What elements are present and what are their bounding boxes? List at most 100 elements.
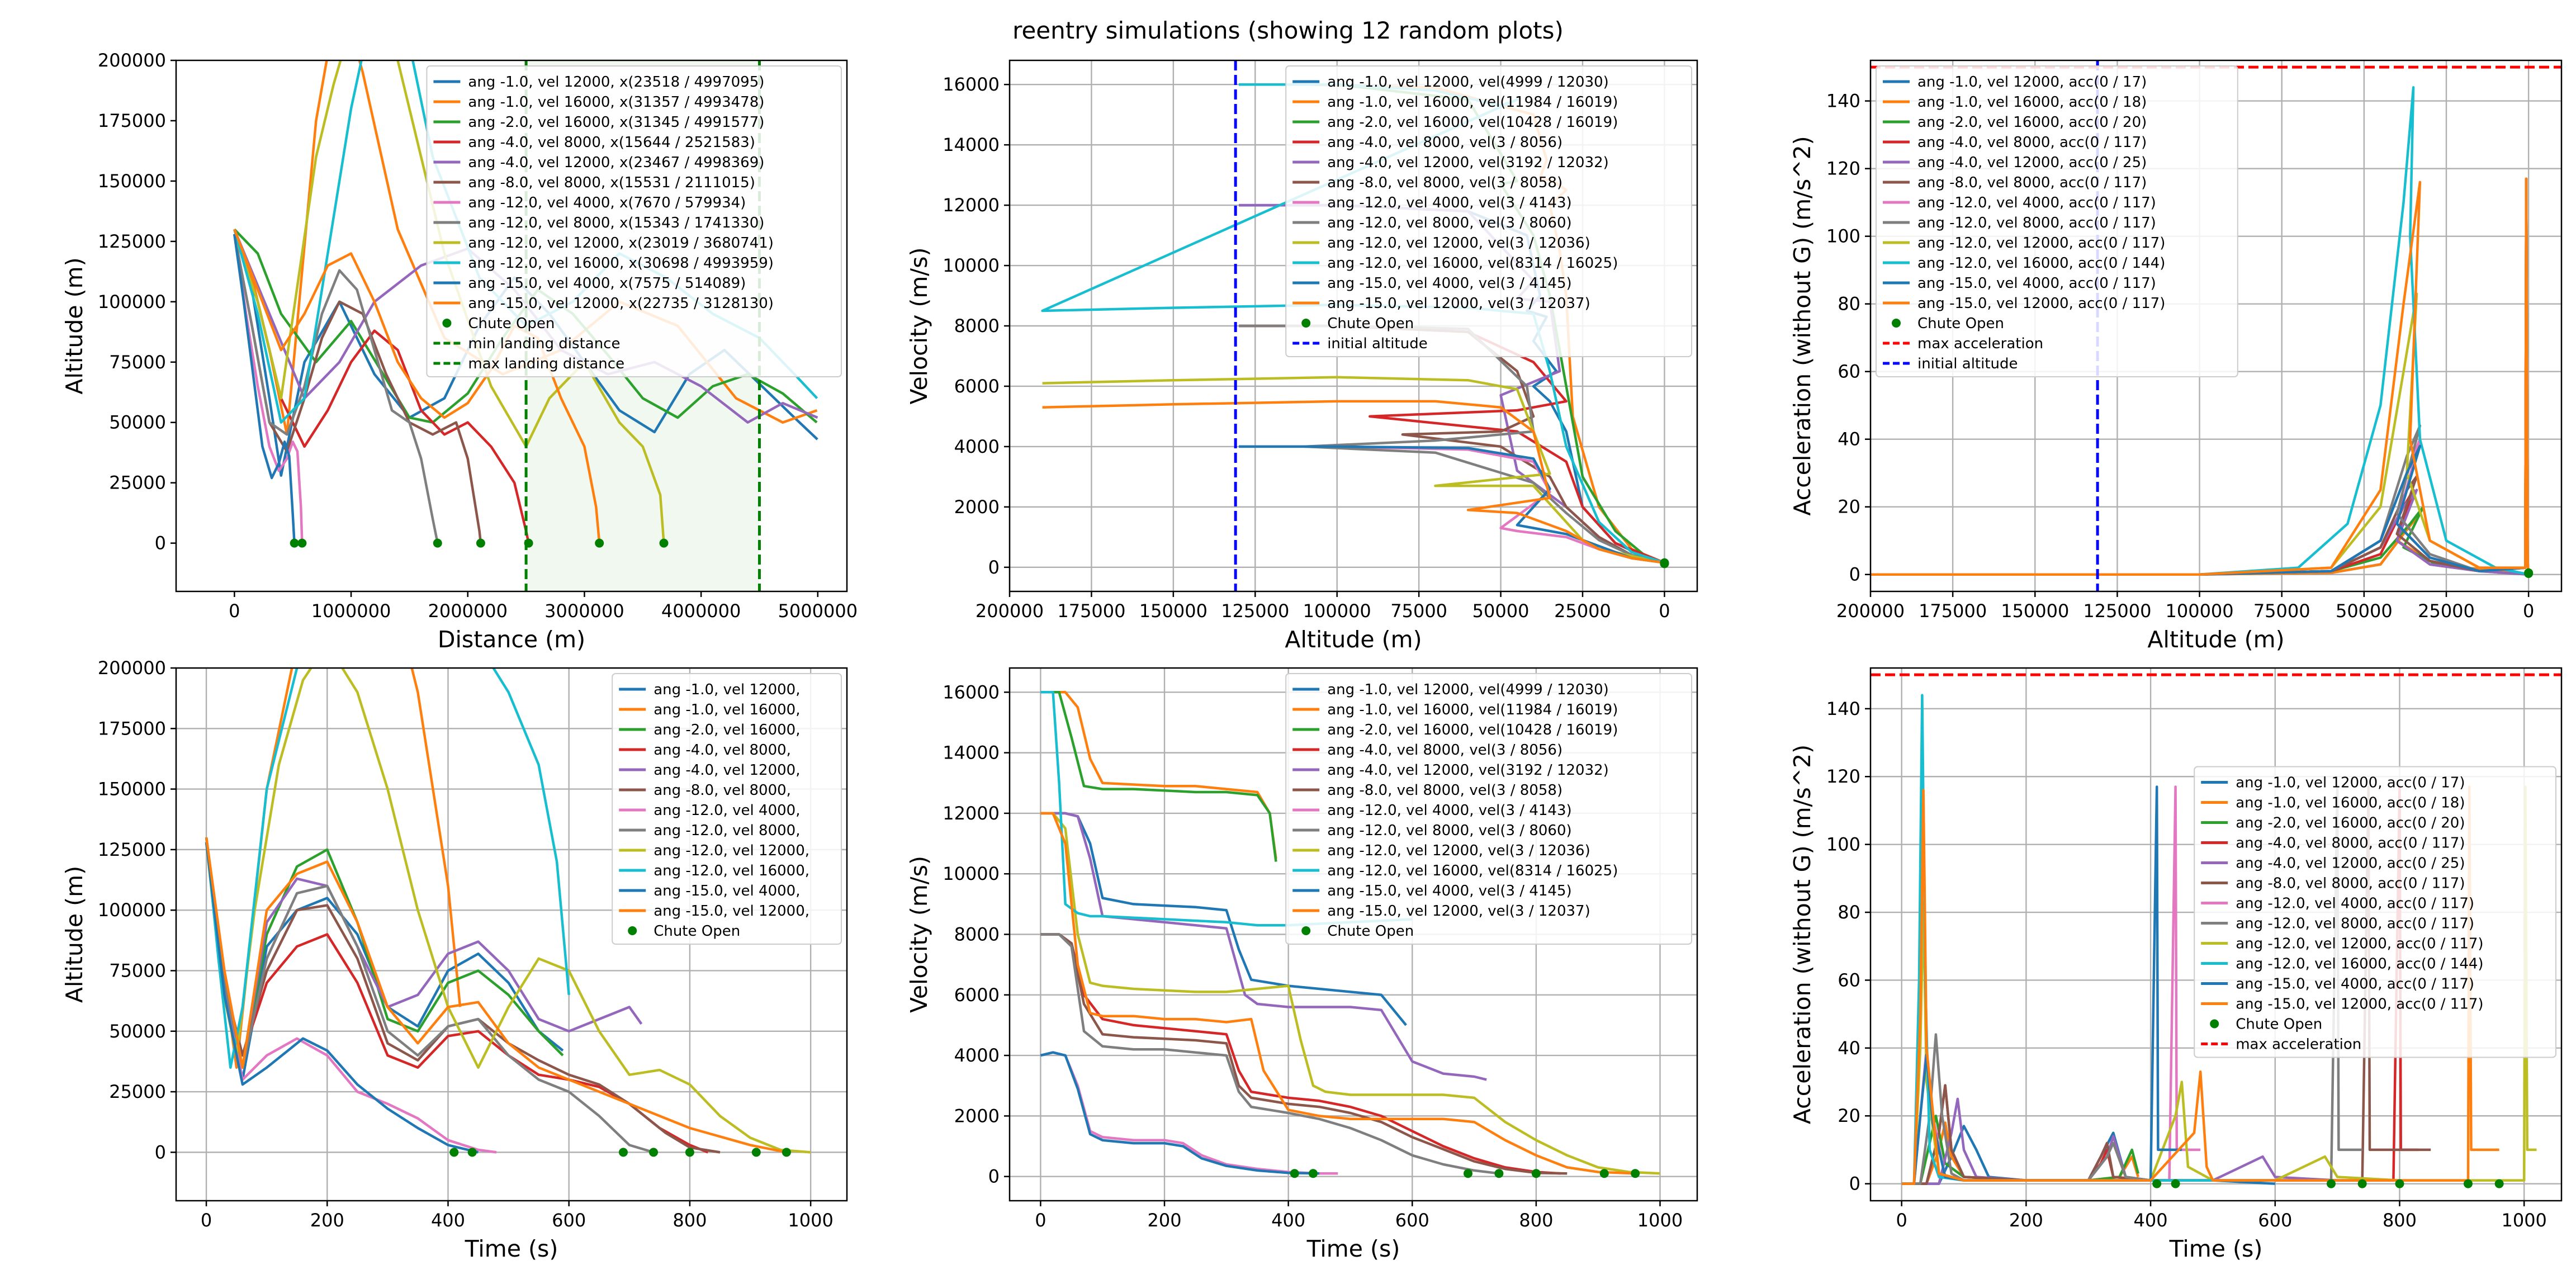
legend-box — [2194, 766, 2556, 1058]
legend-entry-label: max landing distance — [468, 356, 624, 372]
x-tick-label: 125000 — [1221, 600, 1289, 622]
legend-entry-label: Chute Open — [2236, 1016, 2322, 1033]
chute-open-point — [751, 1148, 761, 1157]
legend-entry-label: ang -12.0, vel 16000, acc(0 / 144) — [2236, 956, 2483, 973]
y-tick-label: 140 — [1826, 91, 1860, 112]
legend-entry-label: ang -1.0, vel 12000, acc(0 / 17) — [2236, 775, 2465, 792]
legend-entry-label: ang -1.0, vel 12000, vel(4999 / 12030) — [1327, 681, 1609, 698]
x-tick-label: 0 — [1035, 1210, 1046, 1231]
x-tick-label: 600 — [2258, 1210, 2292, 1231]
legend-entry-label: ang -12.0, vel 16000, vel(8314 / 16025) — [1327, 255, 1618, 272]
y-tick-label: 4000 — [954, 1045, 1000, 1066]
y-tick-label: 10000 — [943, 255, 1000, 276]
x-tick-label: 0 — [201, 1210, 212, 1231]
chute-open-point — [297, 538, 307, 548]
x-axis-label: Time (s) — [1306, 1235, 1400, 1262]
x-tick-label: 5000000 — [778, 600, 858, 622]
legend-swatch — [1301, 926, 1311, 935]
legend-entry-label: ang -1.0, vel 16000, vel(11984 / 16019) — [1327, 94, 1618, 111]
legend-entry-label: ang -15.0, vel 4000, — [654, 883, 800, 899]
x-tick-label: 200000 — [1836, 600, 1905, 622]
y-tick-label: 100000 — [98, 291, 166, 312]
legend-entry-label: ang -4.0, vel 8000, acc(0 / 117) — [2236, 835, 2465, 852]
legend-entry-label: ang -4.0, vel 12000, acc(0 / 25) — [2236, 855, 2465, 872]
legend-box — [612, 673, 842, 945]
chute-open-point — [1531, 1169, 1541, 1178]
legend-swatch — [2210, 1019, 2219, 1029]
y-tick-label: 100 — [1826, 226, 1860, 247]
legend-entry-label: Chute Open — [654, 923, 740, 940]
series-line-2 — [1040, 691, 1277, 859]
y-tick-label: 10000 — [943, 863, 1000, 884]
x-tick-label: 150000 — [2001, 600, 2069, 622]
y-tick-label: 50000 — [109, 412, 166, 433]
series-line-12 — [1042, 400, 1665, 564]
y-tick-label: 0 — [988, 557, 1000, 578]
legend-entry-label: ang -12.0, vel 4000, — [654, 802, 800, 819]
series-line-7 — [205, 842, 497, 1154]
series-line-9 — [233, 60, 665, 543]
chute-open-point — [2152, 1179, 2162, 1188]
legend-entry-label: max acceleration — [2236, 1036, 2361, 1053]
y-tick-label: 25000 — [109, 1081, 166, 1102]
legend-entry-label: ang -1.0, vel 16000, x(31357 / 4993478) — [468, 94, 764, 111]
legend-entry-label: ang -12.0, vel 16000, x(30698 / 4993959) — [468, 255, 774, 272]
x-tick-label: 100000 — [1303, 600, 1371, 622]
legend-entry-label: ang -4.0, vel 8000, — [654, 742, 791, 759]
y-tick-label: 20 — [1838, 496, 1860, 518]
y-tick-label: 120 — [1826, 766, 1860, 787]
chute-open-point — [2357, 1179, 2367, 1188]
legend-entry-label: ang -2.0, vel 16000, x(31345 / 4991577) — [468, 114, 764, 131]
legend-entry-label: ang -12.0, vel 4000, acc(0 / 117) — [1917, 195, 2156, 211]
x-tick-label: 0 — [2523, 600, 2534, 622]
chute-open-point — [659, 538, 669, 548]
x-tick-label: 200 — [310, 1210, 344, 1231]
x-tick-label: 800 — [1519, 1210, 1553, 1231]
legend-entry-label: ang -15.0, vel 12000, — [654, 903, 809, 920]
series-line-8 — [205, 842, 654, 1154]
chute-open-point — [1308, 1169, 1318, 1178]
y-tick-label: 200000 — [98, 50, 166, 71]
legend-entry-label: ang -15.0, vel 4000, acc(0 / 117) — [2236, 976, 2474, 993]
legend-entry-label: ang -15.0, vel 4000, x(7575 / 514089) — [468, 275, 746, 292]
y-axis-label: Altitude (m) — [61, 257, 88, 394]
x-tick-label: 150000 — [1139, 600, 1208, 622]
legend: ang -1.0, vel 12000, ang -1.0, vel 16000,… — [612, 673, 842, 945]
legend-entry-label: ang -15.0, vel 4000, vel(3 / 4145) — [1327, 883, 1571, 899]
series-line-1 — [1040, 812, 1407, 1026]
x-tick-label: 2000000 — [428, 600, 508, 622]
legend-entry-label: ang -1.0, vel 16000, — [654, 702, 800, 718]
chute-open-point — [1494, 1169, 1504, 1178]
x-tick-label: 25000 — [2418, 600, 2475, 622]
y-tick-label: 12000 — [943, 195, 1000, 216]
chute-open-point — [2494, 1179, 2504, 1188]
chart-time-altitude: 0 200 400 600 800 1000 0 25000 50000 75000 100000 1… — [61, 657, 848, 1262]
legend-entry-label: ang -1.0, vel 12000, x(23518 / 4997095) — [468, 74, 764, 91]
x-tick-label: 25000 — [1554, 600, 1611, 622]
legend: ang -1.0, vel 12000, vel(4999 / 12030) an… — [1285, 65, 1692, 357]
x-tick-label: 400 — [1271, 1210, 1305, 1231]
legend: ang -1.0, vel 12000, acc(0 / 17) ang -1.0… — [1876, 65, 2238, 377]
x-tick-label: 4000000 — [661, 600, 741, 622]
chute-open-point — [1631, 1169, 1640, 1178]
legend-entry-label: ang -4.0, vel 8000, x(15644 / 2521583) — [468, 134, 755, 151]
chute-open-point — [467, 1148, 477, 1157]
chute-open-point — [1464, 1169, 1472, 1178]
series-line-4 — [1040, 933, 1561, 1175]
legend-entry-label: ang -4.0, vel 8000, vel(3 / 8056) — [1327, 134, 1562, 151]
y-tick-label: 16000 — [943, 681, 1000, 703]
legend-entry-label: ang -12.0, vel 16000, vel(8314 / 16025) — [1327, 863, 1618, 879]
chute-open-point — [2395, 1179, 2404, 1188]
y-tick-label: 6000 — [954, 376, 1000, 397]
series-line-8 — [1040, 933, 1499, 1175]
y-axis-label: Velocity (m/s) — [906, 856, 932, 1013]
legend-entry-label: ang -8.0, vel 8000, acc(0 / 117) — [2236, 875, 2465, 892]
x-tick-label: 400 — [431, 1210, 465, 1231]
chute-open-point — [433, 538, 442, 548]
y-tick-label: 40 — [1838, 1037, 1860, 1059]
series-line-5 — [1040, 812, 1487, 1081]
chute-open-point — [476, 538, 485, 548]
y-tick-label: 25000 — [109, 472, 166, 494]
series-line-12 — [205, 837, 787, 1154]
legend-entry-label: ang -12.0, vel 12000, vel(3 / 12036) — [1327, 235, 1590, 252]
